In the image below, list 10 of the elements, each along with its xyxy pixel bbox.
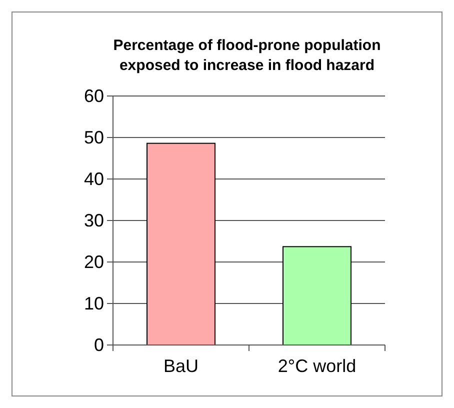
chart-title: Percentage of flood-prone population exposed to increase in flood hazard [113, 37, 381, 74]
y-tick-label: 0 [94, 334, 104, 355]
y-tick-label: 10 [84, 293, 104, 314]
y-tick-label: 50 [84, 127, 104, 148]
y-tick-label: 30 [84, 210, 104, 230]
y-tick-label: 40 [84, 168, 104, 189]
x-tick-label: BaU [163, 356, 199, 376]
y-tick-label: 20 [84, 252, 104, 272]
y-tick-label: 60 [84, 86, 104, 106]
x-tick-label: 2°C world [278, 356, 356, 376]
